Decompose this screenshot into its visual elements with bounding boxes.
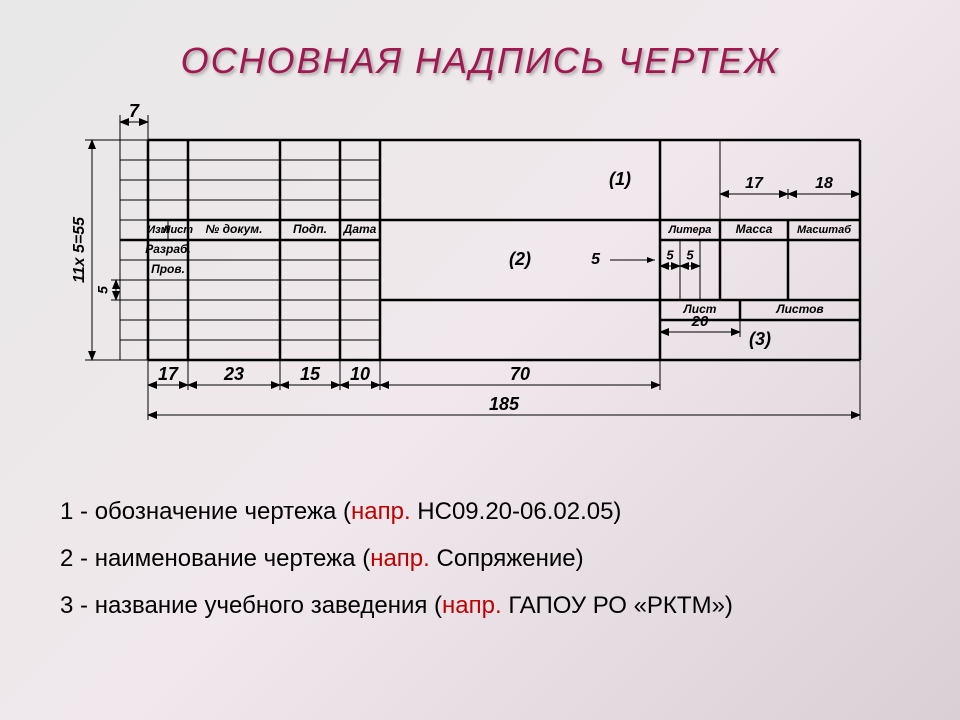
svg-text:5: 5 (686, 247, 694, 262)
svg-text:17: 17 (158, 364, 179, 384)
svg-text:Листов: Листов (775, 302, 823, 316)
svg-text:Подп.: Подп. (293, 222, 327, 236)
svg-text:5: 5 (95, 286, 111, 294)
svg-text:(2): (2) (509, 249, 531, 269)
svg-text:Разраб.: Разраб. (145, 242, 191, 256)
legend-item-1: 1 - обозначение чертежа (напр. НС09.20-0… (60, 490, 733, 533)
diagram-svg: 1723151070185717185552011x 5=555 ИзмЛист… (30, 100, 930, 460)
svg-text:(3): (3) (749, 329, 771, 349)
svg-text:5: 5 (666, 247, 674, 262)
legend-item-2: 2 - наименование чертежа (напр. Сопряжен… (60, 537, 733, 580)
title-text: ОСНОВНАЯ НАДПИСЬ ЧЕРТЕЖ (181, 40, 780, 81)
svg-text:10: 10 (350, 364, 370, 384)
svg-text:(1): (1) (609, 169, 631, 189)
svg-text:Масштаб: Масштаб (797, 224, 852, 236)
svg-text:70: 70 (510, 364, 530, 384)
svg-text:11x 5=55: 11x 5=55 (71, 216, 88, 283)
svg-text:23: 23 (223, 364, 244, 384)
legend-item-3: 3 - название учебного заведения (напр. Г… (60, 584, 733, 627)
svg-text:Масса: Масса (736, 222, 773, 236)
svg-text:Лист: Лист (683, 302, 717, 316)
legend: 1 - обозначение чертежа (напр. НС09.20-0… (60, 490, 733, 632)
svg-text:Литера: Литера (668, 224, 712, 236)
svg-text:Пров.: Пров. (151, 262, 185, 276)
svg-text:№ докум.: № докум. (206, 222, 263, 236)
svg-text:Дата: Дата (343, 222, 377, 236)
title-block-diagram: 1723151070185717185552011x 5=555 ИзмЛист… (30, 100, 930, 460)
svg-text:5: 5 (591, 251, 601, 268)
svg-text:Лист: Лист (162, 224, 193, 236)
svg-text:15: 15 (300, 364, 321, 384)
svg-text:17: 17 (745, 175, 764, 192)
svg-text:18: 18 (815, 175, 833, 192)
svg-text:185: 185 (489, 394, 520, 414)
page-title: ОСНОВНАЯ НАДПИСЬ ЧЕРТЕЖ (0, 40, 960, 82)
svg-text:7: 7 (129, 101, 140, 121)
